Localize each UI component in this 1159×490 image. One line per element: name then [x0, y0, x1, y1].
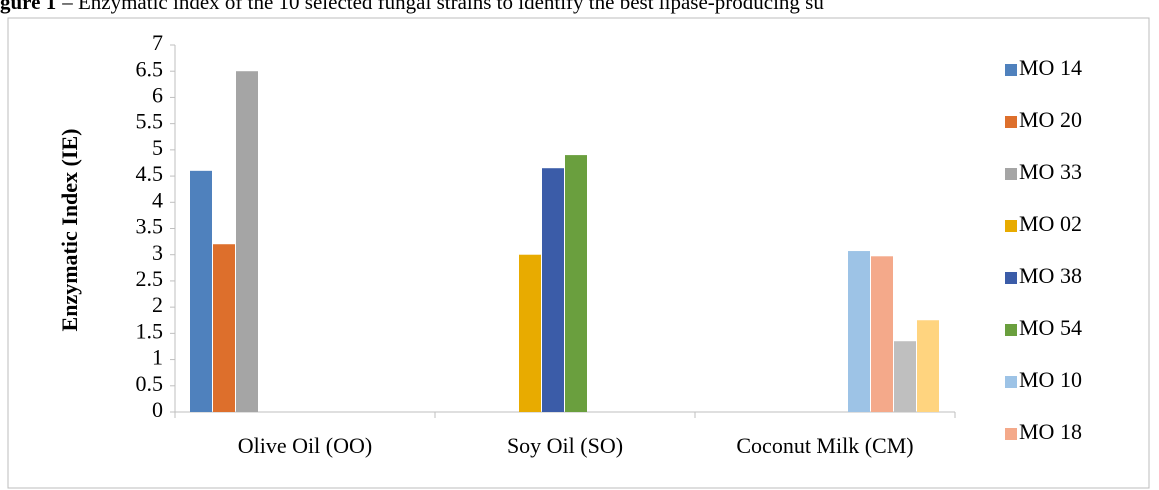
bar — [894, 341, 916, 412]
bar — [519, 254, 541, 412]
y-axis-title: Enzymatic Index (IE) — [57, 129, 82, 332]
legend-swatch — [1005, 116, 1017, 128]
y-tick-label: 3 — [152, 240, 163, 265]
y-tick-label: 5.5 — [136, 109, 164, 134]
legend-swatch — [1005, 168, 1017, 180]
y-tick-label: 4 — [152, 187, 163, 212]
legend-swatch — [1005, 220, 1017, 232]
legend-swatch — [1005, 324, 1017, 336]
y-tick-label: 7 — [152, 30, 163, 55]
y-tick-label: 2 — [152, 292, 163, 317]
x-tick-label: Soy Oil (SO) — [507, 433, 623, 458]
x-tick-label: Olive Oil (OO) — [238, 433, 372, 458]
legend-label: MO 20 — [1019, 107, 1082, 132]
legend-swatch — [1005, 272, 1017, 284]
bar — [871, 256, 893, 412]
legend-label: MO 54 — [1019, 315, 1082, 340]
bar — [848, 251, 870, 412]
y-tick-label: 5 — [152, 135, 163, 160]
title-label: gure 1 — [0, 0, 56, 14]
legend-swatch — [1005, 428, 1017, 440]
bar — [917, 320, 939, 412]
legend-swatch — [1005, 376, 1017, 388]
chart-title: gure 1 – Enzymatic index of the 10 select… — [0, 0, 824, 14]
bar — [542, 168, 564, 412]
bar — [190, 170, 212, 412]
y-tick-label: 0 — [152, 397, 163, 422]
legend-swatch — [1005, 64, 1017, 76]
legend-label: MO 14 — [1019, 55, 1082, 80]
title-text: – Enzymatic index of the 10 selected fun… — [61, 0, 824, 14]
bar — [213, 244, 235, 412]
x-tick-label: Coconut Milk (CM) — [736, 433, 913, 458]
y-tick-label: 1 — [152, 345, 163, 370]
chart-frame — [7, 17, 1150, 489]
y-tick-label: 4.5 — [136, 161, 164, 186]
y-tick-label: 6.5 — [136, 56, 164, 81]
legend-label: MO 18 — [1019, 419, 1082, 444]
legend-label: MO 38 — [1019, 263, 1082, 288]
y-tick-label: 2.5 — [136, 266, 164, 291]
legend-label: MO 02 — [1019, 211, 1082, 236]
legend-label: MO 10 — [1019, 367, 1082, 392]
y-tick-label: 3.5 — [136, 214, 164, 239]
y-tick-label: 0.5 — [136, 371, 164, 396]
legend-label: MO 33 — [1019, 159, 1082, 184]
bar — [236, 71, 258, 412]
y-tick-label: 1.5 — [136, 318, 164, 343]
bar — [565, 155, 587, 412]
y-tick-label: 6 — [152, 82, 163, 107]
